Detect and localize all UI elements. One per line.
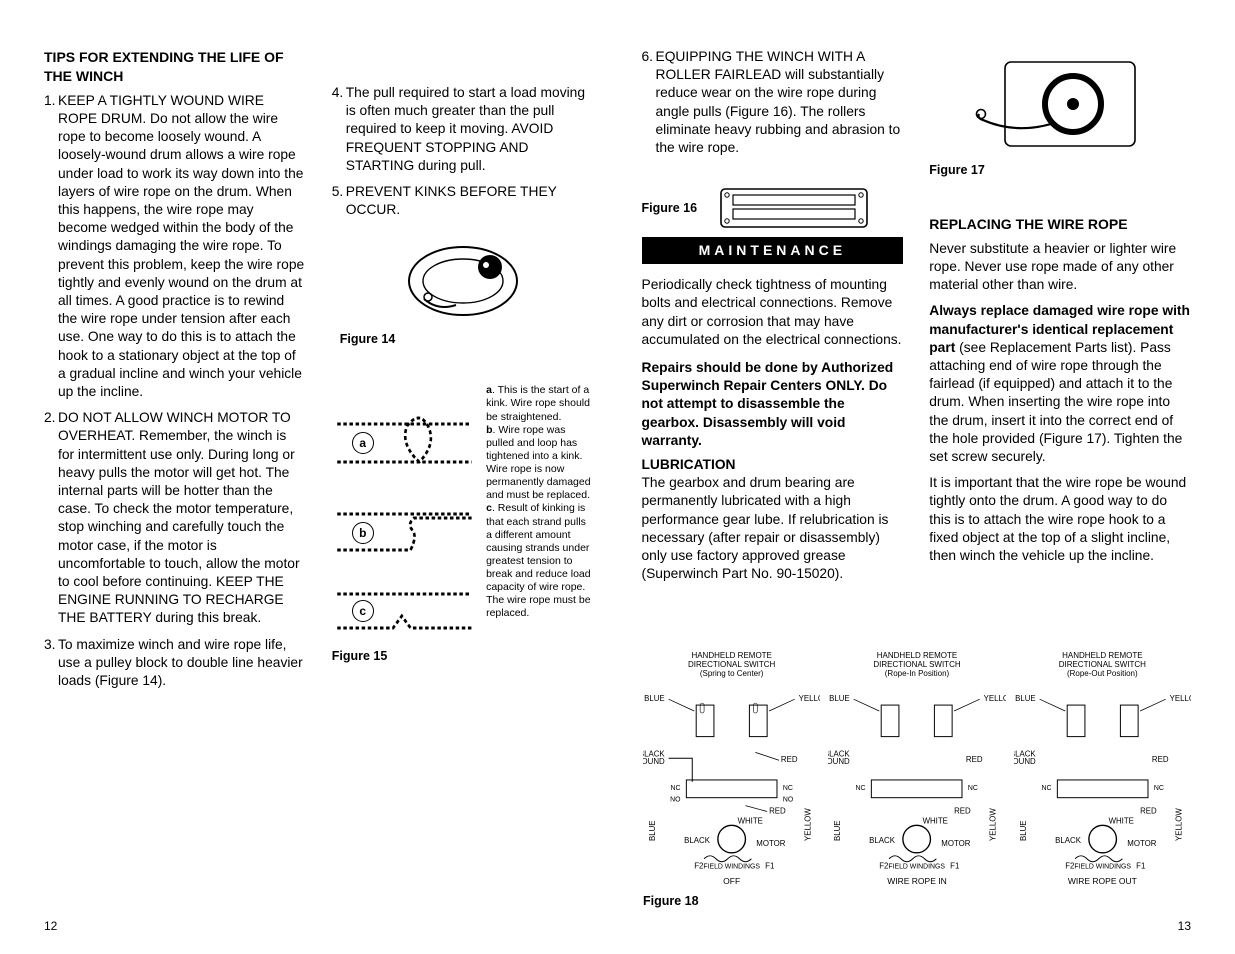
svg-text:F2: F2 bbox=[694, 861, 703, 870]
svg-text:BLUE: BLUE bbox=[1015, 694, 1036, 703]
replace-p2: Always replace damaged wire rope with ma… bbox=[929, 302, 1191, 466]
svg-text:YELLOW: YELLOW bbox=[1174, 807, 1183, 840]
tips-list-col3: 6.EQUIPPING THE WINCH WITH A ROLLER FAIR… bbox=[642, 48, 904, 165]
figure-14-label: Figure 14 bbox=[340, 331, 594, 348]
svg-text:RED: RED bbox=[769, 806, 786, 815]
maint-p1: Periodically check tightness of mounting… bbox=[642, 276, 904, 349]
svg-text:NC: NC bbox=[968, 784, 978, 791]
svg-text:BLACK: BLACK bbox=[684, 836, 711, 845]
maint-warning: Repairs should be done by Authorized Sup… bbox=[642, 359, 904, 450]
svg-text:WHITE: WHITE bbox=[1108, 816, 1133, 825]
svg-text:YELLOW: YELLOW bbox=[803, 807, 812, 840]
svg-text:F1: F1 bbox=[765, 861, 774, 870]
figure-14-image bbox=[332, 235, 594, 327]
p12-col2: 4.The pull required to start a load movi… bbox=[332, 48, 594, 926]
svg-text:GROUND: GROUND bbox=[828, 757, 850, 766]
figure-15: a b c a. This is the start of a kink. Wi… bbox=[332, 384, 594, 644]
lubrication-text: The gearbox and drum bearing are permane… bbox=[642, 474, 904, 583]
svg-text:RED: RED bbox=[966, 755, 983, 764]
svg-text:BLUE: BLUE bbox=[648, 820, 657, 841]
fig18-schematic-in: BLUE YELLOW BLACK GROUND RED NC NC RED WHITE… bbox=[828, 682, 1005, 872]
svg-text:F2: F2 bbox=[880, 861, 889, 870]
lubrication-heading: LUBRICATION bbox=[642, 456, 904, 474]
figure-16-label: Figure 16 bbox=[642, 200, 698, 217]
figure-18: HANDHELD REMOTE DIRECTIONAL SWITCH(Sprin… bbox=[643, 628, 1191, 910]
tip-3: 3.To maximize winch and wire rope life, … bbox=[44, 636, 306, 691]
svg-text:BLUE: BLUE bbox=[1018, 820, 1027, 841]
svg-text:RED: RED bbox=[1152, 755, 1169, 764]
f15-label-b: b bbox=[352, 522, 374, 544]
svg-text:GROUND: GROUND bbox=[643, 757, 665, 766]
svg-text:BLACK: BLACK bbox=[1055, 836, 1082, 845]
figure-15-image: a b c bbox=[332, 384, 480, 644]
svg-text:MOTOR: MOTOR bbox=[942, 839, 971, 848]
svg-text:YELLOW: YELLOW bbox=[984, 694, 1006, 703]
tip-5: 5.PREVENT KINKS BEFORE THEY OCCUR. bbox=[332, 183, 594, 219]
svg-text:NC: NC bbox=[1154, 784, 1164, 791]
page-12: TIPS FOR EXTENDING THE LIFE OF THE WINCH… bbox=[44, 48, 594, 926]
svg-text:BLUE: BLUE bbox=[833, 820, 842, 841]
tip-2: 2.DO NOT ALLOW WINCH MOTOR TO OVERHEAT. … bbox=[44, 409, 306, 627]
replace-p1: Never substitute a heavier or lighter wi… bbox=[929, 240, 1191, 295]
svg-text:FIELD WINDINGS: FIELD WINDINGS bbox=[1074, 863, 1131, 870]
svg-text:WHITE: WHITE bbox=[738, 816, 763, 825]
replace-p3: It is important that the wire rope be wo… bbox=[929, 474, 1191, 565]
tip-4: 4.The pull required to start a load movi… bbox=[332, 84, 594, 175]
svg-text:F1: F1 bbox=[1136, 861, 1145, 870]
svg-text:NC: NC bbox=[783, 784, 793, 791]
page-number-12: 12 bbox=[44, 918, 57, 934]
svg-text:F2: F2 bbox=[1065, 861, 1074, 870]
svg-text:NO: NO bbox=[783, 796, 794, 803]
maintenance-heading: MAINTENANCE bbox=[642, 237, 904, 264]
f15-label-a: a bbox=[352, 432, 374, 454]
svg-text:MOTOR: MOTOR bbox=[756, 839, 785, 848]
svg-text:WHITE: WHITE bbox=[923, 816, 948, 825]
svg-text:FIELD WINDINGS: FIELD WINDINGS bbox=[889, 863, 946, 870]
figure-17-label: Figure 17 bbox=[929, 162, 1191, 179]
figure-15-caption: a. This is the start of a kink. Wire rop… bbox=[486, 384, 593, 644]
tip-6: 6.EQUIPPING THE WINCH WITH A ROLLER FAIR… bbox=[642, 48, 904, 157]
svg-text:FIELD WINDINGS: FIELD WINDINGS bbox=[703, 863, 760, 870]
svg-text:GROUND: GROUND bbox=[1014, 757, 1036, 766]
fig18-out: HANDHELD REMOTE DIRECTIONAL SWITCH(Rope-… bbox=[1014, 652, 1191, 887]
tip-1: 1.KEEP A TIGHTLY WOUND WIRE ROPE DRUM. D… bbox=[44, 92, 306, 401]
svg-text:YELLOW: YELLOW bbox=[1169, 694, 1191, 703]
figure-16-image bbox=[719, 185, 869, 231]
page-number-13: 13 bbox=[1178, 918, 1191, 934]
svg-text:BLUE: BLUE bbox=[829, 694, 850, 703]
p12-col1: TIPS FOR EXTENDING THE LIFE OF THE WINCH… bbox=[44, 48, 306, 926]
svg-text:RED: RED bbox=[1140, 806, 1157, 815]
fig18-schematic-off: BLUE YELLOW BLACK GROUND RED NC NC NO NO RE… bbox=[643, 682, 820, 872]
tips-list-col1: 1.KEEP A TIGHTLY WOUND WIRE ROPE DRUM. D… bbox=[44, 92, 306, 699]
svg-text:RED: RED bbox=[954, 806, 971, 815]
svg-text:NC: NC bbox=[1041, 784, 1051, 791]
fig18-in: HANDHELD REMOTE DIRECTIONAL SWITCH(Rope-… bbox=[828, 652, 1005, 887]
svg-text:NC: NC bbox=[856, 784, 866, 791]
svg-text:YELLOW: YELLOW bbox=[799, 694, 821, 703]
svg-text:RED: RED bbox=[781, 755, 798, 764]
svg-text:F1: F1 bbox=[950, 861, 959, 870]
figure-17-image bbox=[929, 48, 1191, 158]
svg-text:YELLOW: YELLOW bbox=[989, 807, 998, 840]
tips-title: TIPS FOR EXTENDING THE LIFE OF THE WINCH bbox=[44, 48, 306, 86]
tips-list-col2: 4.The pull required to start a load movi… bbox=[332, 84, 594, 227]
svg-text:MOTOR: MOTOR bbox=[1127, 839, 1156, 848]
svg-text:BLACK: BLACK bbox=[869, 836, 896, 845]
replace-heading: REPLACING THE WIRE ROPE bbox=[929, 215, 1191, 234]
svg-text:NC: NC bbox=[670, 784, 680, 791]
fig18-schematic-out: BLUE YELLOW BLACK GROUND RED NC NC RED WHITE… bbox=[1014, 682, 1191, 872]
svg-text:NO: NO bbox=[670, 796, 681, 803]
svg-text:BLUE: BLUE bbox=[644, 694, 665, 703]
f15-label-c: c bbox=[352, 600, 374, 622]
fig18-off: HANDHELD REMOTE DIRECTIONAL SWITCH(Sprin… bbox=[643, 652, 820, 887]
figure-18-label: Figure 18 bbox=[643, 893, 1191, 910]
figure-15-label: Figure 15 bbox=[332, 648, 594, 665]
